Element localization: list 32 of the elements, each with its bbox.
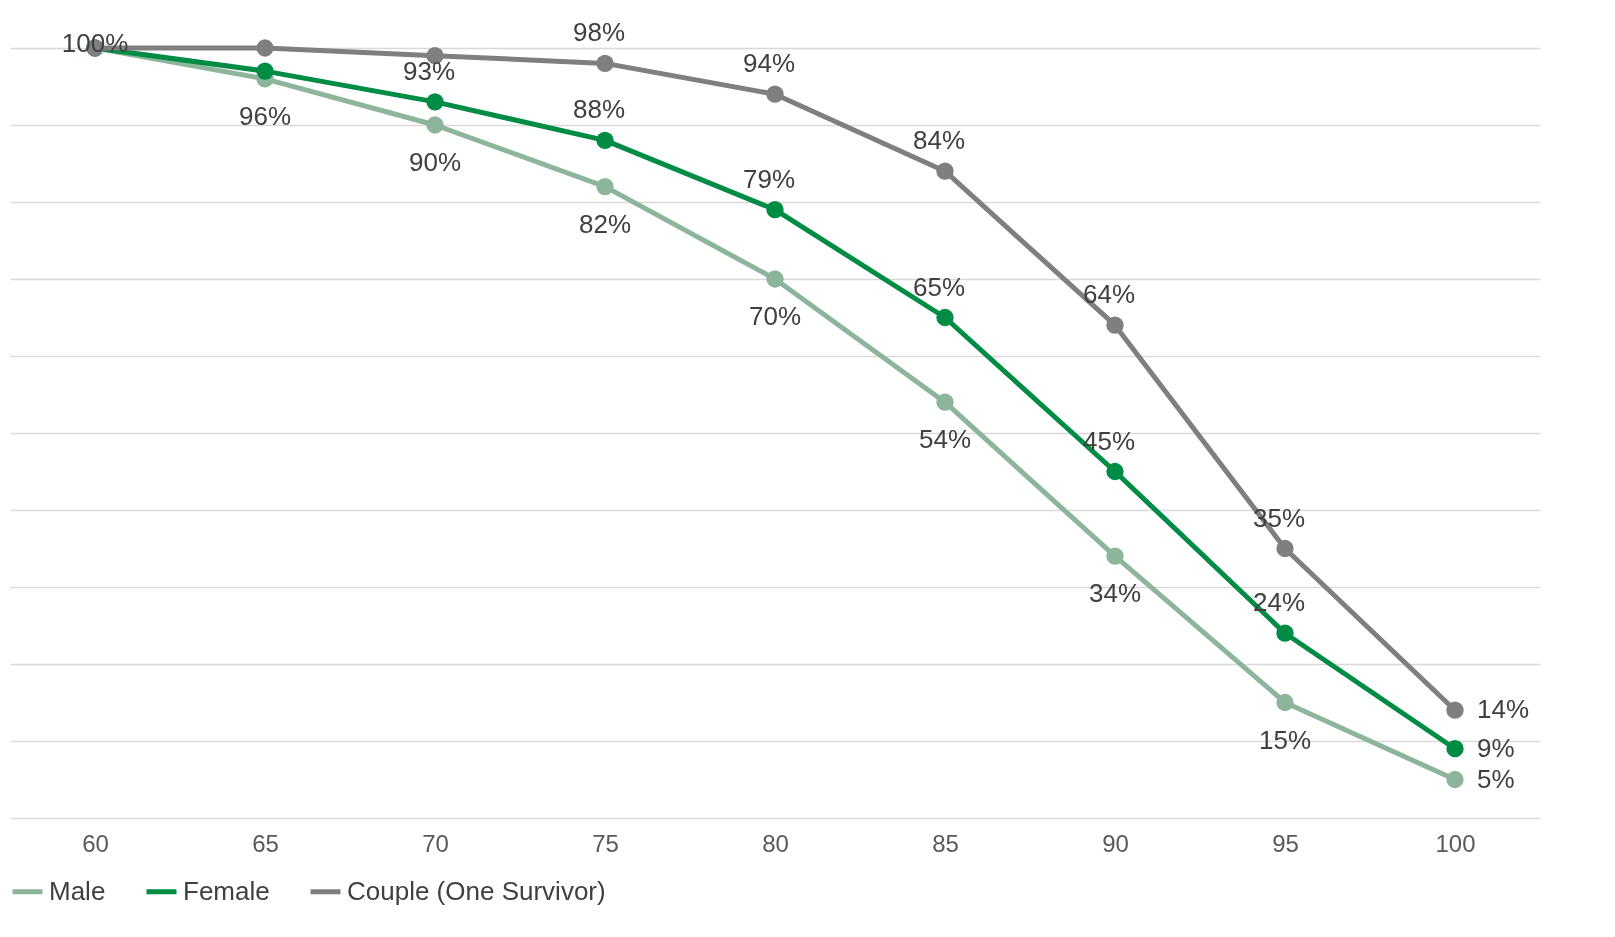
data-label: 5% xyxy=(1477,763,1515,794)
data-label: 94% xyxy=(742,48,796,79)
data-label: 82% xyxy=(578,208,632,239)
x-tick-label: 75 xyxy=(592,829,619,857)
legend-label: Couple (One Survivor) xyxy=(347,875,606,906)
data-label: 14% xyxy=(1477,694,1530,725)
data-label: 45% xyxy=(1082,425,1136,456)
data-label: 96% xyxy=(238,100,292,131)
x-tick-label: 85 xyxy=(932,829,959,857)
x-tick-label: 65 xyxy=(252,829,279,857)
data-label: 64% xyxy=(1082,279,1136,310)
data-label: 98% xyxy=(572,17,626,48)
x-tick-label: 100 xyxy=(1435,829,1476,857)
x-tick-label: 90 xyxy=(1102,829,1129,857)
data-label: 84% xyxy=(912,125,966,156)
legend-label: Male xyxy=(49,875,106,906)
x-tick-label: 95 xyxy=(1272,829,1299,857)
legend-label: Female xyxy=(183,875,270,906)
data-label: 34% xyxy=(1088,578,1142,609)
data-label: 90% xyxy=(408,147,462,177)
data-label: 24% xyxy=(1252,587,1306,618)
data-label: 93% xyxy=(402,55,456,86)
data-label: 65% xyxy=(912,271,966,302)
data-label: 54% xyxy=(918,424,972,455)
data-label: 88% xyxy=(572,94,626,125)
data-label: 70% xyxy=(748,301,802,331)
data-label: 15% xyxy=(1258,724,1312,755)
x-tick-label: 70 xyxy=(422,829,449,857)
data-label: 9% xyxy=(1477,732,1515,763)
x-tick-label: 60 xyxy=(82,829,109,857)
x-tick-label: 80 xyxy=(762,829,789,857)
data-label: 79% xyxy=(742,163,796,194)
